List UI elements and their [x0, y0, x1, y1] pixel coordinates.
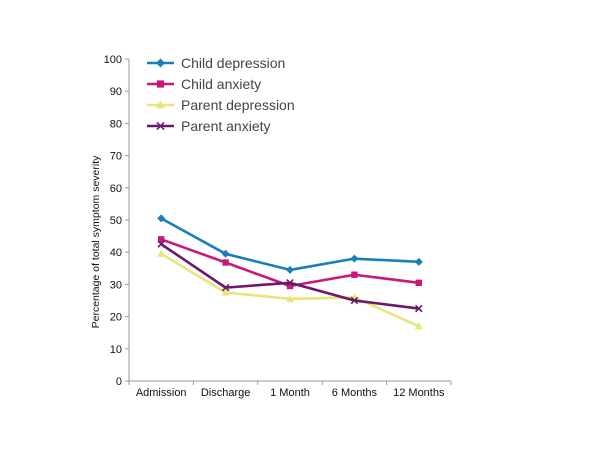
y-axis-title: Percentage of total symptom severity [90, 155, 102, 328]
triangle-marker [157, 249, 166, 257]
x-tick-label: 12 Months [393, 387, 445, 399]
series-parent-depression [157, 249, 423, 330]
legend-label: Parent anxiety [181, 118, 271, 134]
x-tick-label: Admission [136, 387, 187, 399]
series-line [160, 217, 419, 272]
x-marker-stroke [221, 283, 230, 292]
y-tick-label: 60 [110, 183, 122, 195]
diamond-marker [286, 265, 294, 274]
diamond-marker [156, 58, 165, 68]
x-marker [157, 240, 165, 248]
diamond-marker [350, 254, 359, 263]
legend-item: Parent depression [147, 97, 295, 113]
y-tick-label: 40 [110, 247, 122, 259]
x-marker-stroke [350, 296, 359, 305]
x-marker-stroke [415, 304, 423, 313]
triangle-marker [156, 100, 165, 109]
y-tick-label: 100 [104, 54, 122, 66]
diamond-marker [414, 257, 423, 266]
legend: Child depression Child anxiety Parent depr… [147, 55, 295, 134]
series-child-anxiety [158, 236, 422, 290]
x-marker [415, 304, 423, 313]
x-marker-stroke [286, 279, 294, 287]
series-line [160, 252, 420, 328]
triangle-marker [414, 322, 423, 330]
triangle-marker [286, 294, 294, 302]
y-tick-label: 0 [116, 376, 122, 388]
square-marker [351, 271, 358, 278]
diamond-marker [221, 249, 230, 258]
x-marker [350, 296, 359, 305]
legend-item: Child depression [147, 55, 285, 71]
x-tick-label: Discharge [201, 387, 251, 399]
x-tick-label: 1 Month [270, 387, 310, 399]
square-marker [156, 80, 165, 88]
y-tick-label: 80 [110, 118, 122, 130]
series-child-depression [157, 214, 423, 274]
square-marker [158, 236, 165, 243]
series-line [160, 238, 419, 288]
y-tick-label: 50 [110, 215, 122, 227]
triangle-marker [221, 288, 230, 296]
x-ticks: Admission Discharge 1 Month 6 Months 12 Mont… [128, 381, 452, 399]
y-tick-label: 70 [110, 151, 122, 163]
legend-label: Child depression [181, 55, 285, 71]
x-marker [156, 121, 165, 131]
x-marker-stroke [156, 121, 165, 131]
series-parent-anxiety [157, 240, 423, 313]
square-marker [415, 279, 422, 286]
diamond-marker [157, 214, 166, 223]
y-tick-label: 90 [110, 86, 122, 98]
y-tick-label: 20 [110, 312, 122, 324]
x-marker-stroke [157, 240, 165, 248]
square-marker [286, 282, 294, 290]
y-tick-label: 10 [110, 344, 122, 356]
legend-item: Child anxiety [147, 76, 261, 92]
y-tick-label: 30 [110, 279, 122, 291]
x-marker [286, 279, 294, 287]
x-tick-label: 6 Months [332, 387, 378, 399]
y-ticks: 0 10 20 30 40 50 60 70 80 90 100 [104, 54, 129, 388]
legend-label: Child anxiety [181, 76, 261, 92]
legend-label: Parent depression [181, 97, 295, 113]
x-marker [221, 283, 230, 292]
series-layer [157, 214, 423, 330]
legend-item: Parent anxiety [147, 118, 271, 134]
square-marker [222, 259, 229, 266]
